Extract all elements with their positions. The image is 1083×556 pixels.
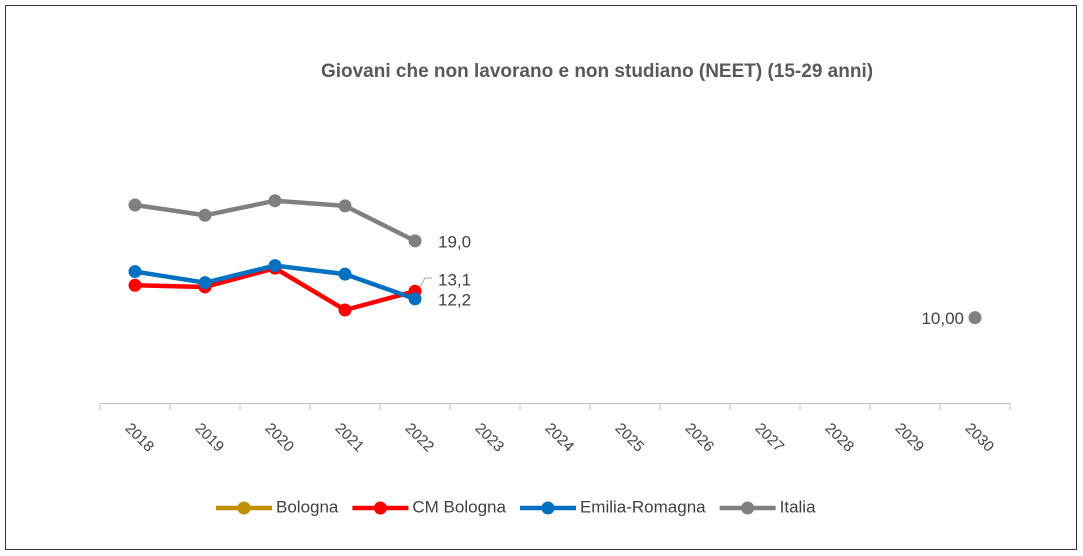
legend-marker xyxy=(237,501,251,515)
series-marker xyxy=(128,278,142,292)
series-marker xyxy=(338,267,352,281)
series-marker xyxy=(968,311,982,325)
series-marker xyxy=(408,234,422,248)
series-marker xyxy=(198,208,212,222)
legend-label: Bologna xyxy=(276,497,339,516)
leader-line xyxy=(419,277,432,288)
series-marker xyxy=(408,292,422,306)
series-marker xyxy=(198,276,212,290)
legend-label: Italia xyxy=(780,497,816,516)
legend-marker xyxy=(373,501,387,515)
legend-marker xyxy=(541,501,555,515)
data-label: 19,0 xyxy=(438,232,471,251)
data-label: 10,00 xyxy=(921,309,964,328)
series-marker xyxy=(268,259,282,273)
legend-label: CM Bologna xyxy=(412,497,506,516)
data-label: 12,2 xyxy=(438,290,471,309)
series-marker xyxy=(128,265,142,279)
series-marker xyxy=(268,194,282,208)
series-marker xyxy=(338,303,352,317)
series-marker xyxy=(128,198,142,212)
legend-marker xyxy=(741,501,755,515)
data-label: 13,1 xyxy=(438,271,471,290)
legend-label: Emilia-Romagna xyxy=(580,497,706,516)
series-marker xyxy=(338,199,352,213)
chart-title: Giovani che non lavorano e non studiano … xyxy=(321,61,873,82)
